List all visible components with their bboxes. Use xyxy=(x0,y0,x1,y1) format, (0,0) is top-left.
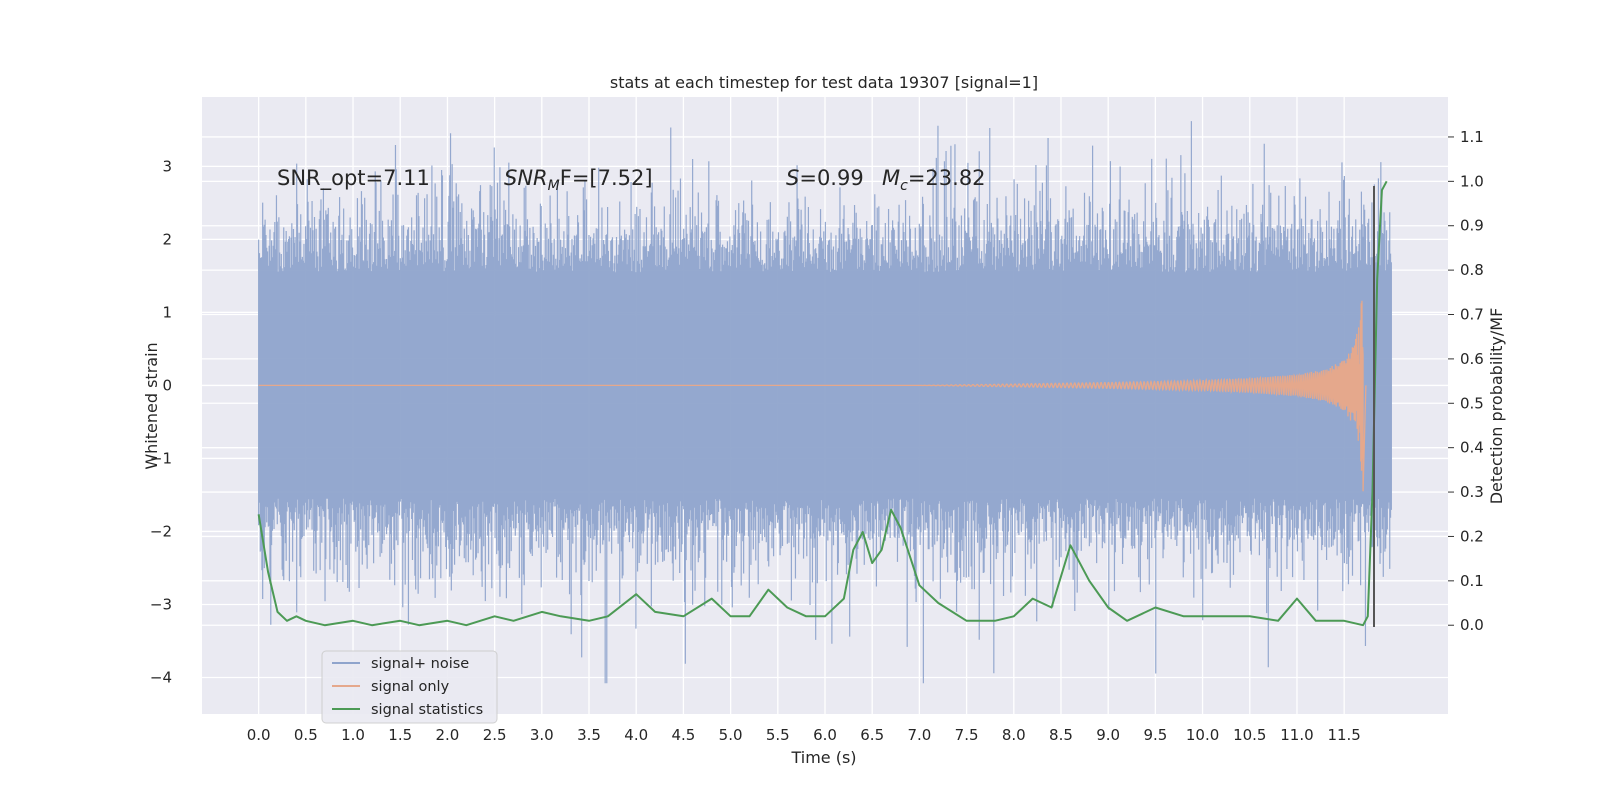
y-left-axis-label: Whitened strain xyxy=(142,342,161,469)
y-right-tick-label: 0.4 xyxy=(1460,439,1484,457)
x-tick-label: 9.0 xyxy=(1096,726,1120,744)
y-left-tick-label: −4 xyxy=(150,668,172,686)
x-tick-label: 11.0 xyxy=(1280,726,1313,744)
x-tick-label: 7.5 xyxy=(955,726,979,744)
x-tick-label: 0.5 xyxy=(294,726,318,744)
y-right-tick-label: 1.0 xyxy=(1460,172,1484,190)
y-left-tick-label: 2 xyxy=(162,230,172,248)
x-tick-label: 3.5 xyxy=(577,726,601,744)
x-tick-label: 4.0 xyxy=(624,726,648,744)
annotation-snr-opt: SNR_opt=7.11 xyxy=(277,166,430,191)
x-tick-label: 10.5 xyxy=(1233,726,1266,744)
legend-label-noise: signal+ noise xyxy=(371,656,469,672)
x-tick-label: 6.0 xyxy=(813,726,837,744)
x-tick-label: 0.0 xyxy=(247,726,271,744)
x-tick-label: 9.5 xyxy=(1143,726,1167,744)
mc-rest: =23.82 xyxy=(908,166,986,190)
snr-mf-rest: F=[7.52] xyxy=(560,166,653,190)
y-right-tick-label: 0.5 xyxy=(1460,394,1484,412)
y-right-axis-ticks: 1.1 1.0 0.9 0.8 0.7 0.6 0.5 0.4 0.3 0.2 0.1 0.0 xyxy=(1448,128,1484,634)
y-right-tick-label: 1.1 xyxy=(1460,128,1484,146)
x-tick-label: 3.0 xyxy=(530,726,554,744)
annotation-snr-mf: SNRMF=[7.52] xyxy=(504,166,653,194)
snr-mf-main: SNR xyxy=(504,166,548,190)
y-right-tick-label: 0.8 xyxy=(1460,261,1484,279)
x-tick-label: 2.5 xyxy=(483,726,507,744)
series-signal-noise xyxy=(258,121,1392,684)
y-right-tick-label: 0.7 xyxy=(1460,306,1484,324)
x-tick-label: 6.5 xyxy=(860,726,884,744)
y-left-tick-label: 1 xyxy=(162,303,172,321)
x-tick-label: 8.0 xyxy=(1002,726,1026,744)
y-left-tick-label: −1 xyxy=(150,449,172,467)
x-tick-label: 1.0 xyxy=(341,726,365,744)
statistics-trace xyxy=(257,180,1388,627)
y-left-axis-ticks: 3 2 1 0 −1 −2 −3 −4 xyxy=(150,157,172,686)
annotation-s: S=0.99 xyxy=(786,166,864,190)
y-right-tick-label: 0.0 xyxy=(1460,616,1484,634)
y-left-tick-label: −3 xyxy=(150,595,172,613)
x-tick-label: 2.0 xyxy=(435,726,459,744)
noise-trace xyxy=(258,121,1392,684)
mc-sub: c xyxy=(900,178,908,194)
y-right-tick-label: 0.1 xyxy=(1460,572,1484,590)
series-signal-only xyxy=(258,300,1367,492)
x-tick-label: 5.5 xyxy=(766,726,790,744)
y-left-tick-label: 0 xyxy=(162,376,172,394)
x-tick-label: 7.0 xyxy=(907,726,931,744)
y-left-tick-label: 3 xyxy=(162,157,172,175)
x-tick-label: 10.0 xyxy=(1186,726,1219,744)
x-tick-label: 5.0 xyxy=(719,726,743,744)
x-tick-label: 8.5 xyxy=(1049,726,1073,744)
series-signal-statistics xyxy=(257,180,1388,627)
s-rest: =0.99 xyxy=(799,166,863,190)
legend-box xyxy=(321,650,498,724)
legend-label-signal: signal only xyxy=(371,679,450,695)
s-main: S xyxy=(786,166,799,190)
chart-title: stats at each timestep for test data 193… xyxy=(610,73,1038,92)
y-right-tick-label: 0.3 xyxy=(1460,483,1484,501)
legend-label-stats: signal statistics xyxy=(371,702,483,718)
y-right-tick-label: 0.6 xyxy=(1460,350,1484,368)
x-tick-label: 1.5 xyxy=(388,726,412,744)
y-right-tick-label: 0.9 xyxy=(1460,217,1484,235)
annotation-mc: Mc=23.82 xyxy=(882,166,986,194)
y-left-tick-label: −2 xyxy=(150,522,172,540)
x-tick-label: 4.5 xyxy=(671,726,695,744)
x-axis-label: Time (s) xyxy=(790,748,856,767)
mc-main: M xyxy=(882,166,900,190)
snr-mf-sub: M xyxy=(548,178,560,194)
signal-trace xyxy=(258,300,1367,492)
legend: signal+ noise signal only signal statist… xyxy=(321,650,498,724)
y-right-tick-label: 0.2 xyxy=(1460,527,1484,545)
y-right-axis-label: Detection probability/MF xyxy=(1487,308,1506,505)
x-axis-ticks: 0.0 0.5 1.0 1.5 2.0 2.5 3.0 3.5 4.0 4.5 5.0 5.5 6.0 6… xyxy=(247,726,1361,744)
x-tick-label: 11.5 xyxy=(1327,726,1360,744)
